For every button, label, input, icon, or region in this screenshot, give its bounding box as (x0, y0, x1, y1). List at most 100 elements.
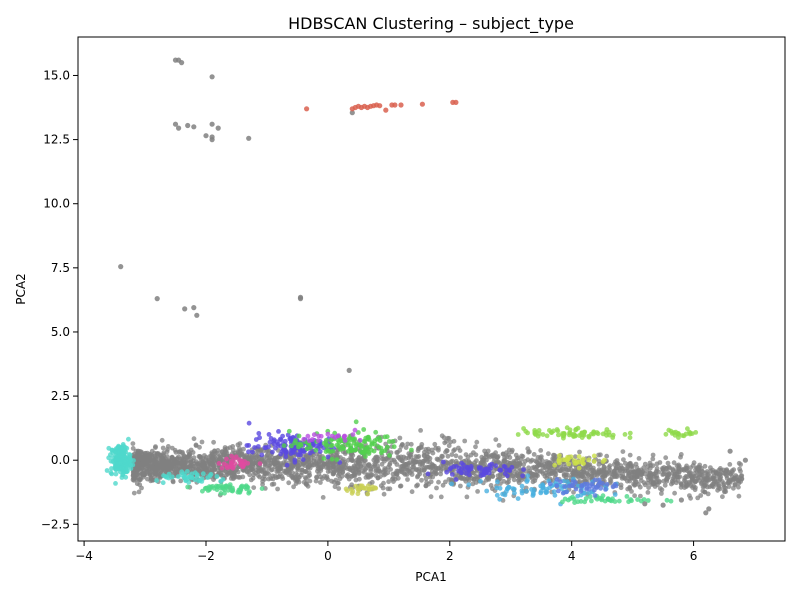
scatter-point (363, 458, 368, 463)
scatter-point (392, 102, 398, 108)
scatter-point (415, 473, 421, 479)
scatter-point (209, 74, 215, 80)
scatter-point (430, 450, 436, 456)
scatter-point (282, 438, 288, 444)
scatter-point (339, 473, 345, 479)
scatter-point (219, 483, 224, 488)
scatter-point (441, 459, 446, 465)
scatter-point (500, 451, 506, 457)
scatter-point (440, 482, 446, 488)
scatter-point (566, 461, 572, 467)
scatter-point (654, 466, 660, 471)
scatter-point (271, 481, 277, 487)
scatter-point (485, 448, 491, 454)
scatter-point (280, 433, 285, 439)
scatter-point (612, 492, 618, 497)
scatter-point (463, 470, 469, 476)
scatter-point (246, 468, 252, 474)
scatter-point (356, 470, 362, 475)
scatter-point (484, 477, 489, 483)
scatter-point (737, 466, 742, 472)
scatter-point (329, 456, 335, 462)
scatter-point (349, 110, 355, 116)
scatter-point (138, 477, 143, 483)
scatter-point (390, 439, 396, 444)
scatter-point (394, 450, 400, 455)
scatter-point (325, 431, 331, 437)
scatter-point (191, 305, 197, 311)
scatter-point (635, 497, 640, 502)
scatter-point (645, 490, 651, 495)
scatter-point (208, 471, 214, 477)
scatter-point (160, 480, 166, 486)
scatter-point (298, 443, 304, 448)
scatter-point (130, 441, 136, 446)
scatter-point (620, 472, 626, 478)
scatter-point (349, 455, 354, 461)
scatter-point (645, 480, 651, 486)
scatter-point (264, 459, 270, 465)
scatter-point (439, 433, 445, 439)
scatter-point (525, 473, 531, 479)
chart-title: HDBSCAN Clustering – subject_type (288, 14, 574, 34)
scatter-point (409, 489, 415, 495)
scatter-point (509, 449, 515, 455)
scatter-point (358, 442, 364, 448)
scatter-point (471, 476, 477, 482)
scatter-point (645, 498, 651, 503)
scatter-point (320, 476, 325, 481)
scatter-point (501, 479, 507, 484)
scatter-point (144, 469, 150, 475)
scatter-point (267, 462, 273, 468)
scatter-point (656, 469, 662, 475)
scatter-point (218, 478, 224, 484)
scatter-point (109, 447, 115, 453)
scatter-point (185, 484, 191, 490)
scatter-point (669, 431, 675, 436)
scatter-point (104, 468, 110, 473)
scatter-point (108, 470, 114, 476)
scatter-point (350, 489, 356, 494)
scatter-point (381, 491, 387, 497)
scatter-point (552, 492, 558, 498)
scatter-point (650, 452, 656, 458)
scatter-point (250, 468, 256, 474)
scatter-point (331, 469, 337, 475)
scatter-point (353, 466, 358, 472)
scatter-point (552, 462, 558, 468)
scatter-point (666, 464, 672, 470)
scatter-point (538, 448, 544, 453)
scatter-point (202, 453, 207, 458)
scatter-point (544, 487, 550, 492)
scatter-point (466, 460, 472, 465)
scatter-point (524, 479, 530, 484)
scatter-point (495, 454, 501, 459)
scatter-point (551, 457, 557, 462)
scatter-point (384, 434, 390, 440)
scatter-point (289, 443, 294, 449)
scatter-point (727, 480, 733, 485)
scatter-point (373, 429, 379, 435)
scatter-point (705, 491, 711, 497)
scatter-point (540, 484, 546, 490)
scatter-point (257, 435, 262, 441)
scatter-point (505, 486, 510, 492)
scatter-point (331, 464, 336, 469)
scatter-point (638, 498, 644, 504)
scatter-point (620, 466, 626, 472)
scatter-point (125, 436, 131, 442)
scatter-point (122, 445, 128, 450)
scatter-point (392, 459, 398, 465)
scatter-point (654, 461, 660, 467)
scatter-point (500, 491, 505, 497)
scatter-point (538, 462, 543, 468)
scatter-point (202, 486, 208, 491)
scatter-point (462, 438, 468, 444)
scatter-point (724, 468, 729, 473)
scatter-point (453, 99, 459, 105)
scatter-point (131, 451, 137, 457)
scatter-point (444, 469, 450, 475)
scatter-point (301, 479, 307, 485)
scatter-point (241, 446, 246, 452)
scatter-point (678, 454, 683, 460)
